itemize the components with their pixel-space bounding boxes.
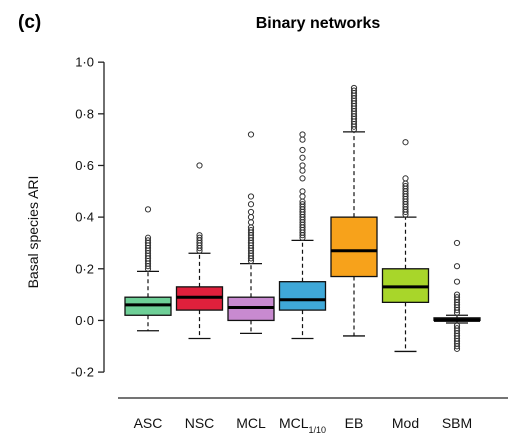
y-tick-label: 0·6	[75, 158, 94, 173]
y-tick-label: 0·2	[75, 261, 94, 276]
x-tick-label: EB	[345, 415, 364, 431]
outlier-point	[402, 175, 409, 182]
outlier-point	[247, 201, 255, 208]
outlier-point	[402, 139, 409, 146]
x-tick-label: SBM	[442, 415, 472, 431]
y-tick-label: 0·4	[75, 210, 94, 225]
outlier-point	[299, 154, 306, 161]
outlier-point	[196, 234, 203, 241]
outlier-point	[247, 214, 255, 221]
y-tick-label: 0·0	[75, 313, 94, 328]
outlier-point	[247, 131, 255, 138]
outlier-point	[350, 84, 358, 92]
x-tick-label: MCL1/10	[279, 415, 326, 435]
outlier-point	[402, 183, 409, 190]
outlier-point	[299, 162, 306, 169]
outlier-point	[247, 219, 255, 226]
plot-area: -0·2 0·0 0·2 0·4 0·6 0·8 1·0 ASC NSC MCL MCL1/10 EB…	[71, 55, 508, 435]
outlier-point	[453, 291, 461, 298]
y-tick-label: 0·8	[75, 106, 94, 121]
outlier-point	[350, 87, 358, 94]
outlier-point	[144, 206, 152, 213]
x-tick-label: MCL	[236, 415, 266, 431]
outlier-point	[453, 325, 461, 332]
x-tick-label: NSC	[185, 415, 215, 431]
outlier-point	[453, 278, 461, 285]
outlier-point	[299, 167, 306, 174]
outlier-point	[299, 131, 306, 138]
x-tick-label: Mod	[392, 415, 419, 431]
y-tick-label: 1·0	[75, 55, 94, 70]
outlier-point	[299, 146, 306, 154]
outlier-point	[453, 322, 461, 329]
x-tick-label: ASC	[134, 415, 163, 431]
outlier-point	[196, 162, 203, 169]
box-mcl-sub	[278, 281, 327, 311]
chart-title: Binary networks	[256, 15, 381, 32]
outlier-point	[247, 208, 255, 216]
outlier-point	[453, 239, 461, 247]
y-axis-label: Basal species ARI	[25, 176, 41, 289]
outlier-point	[247, 226, 255, 234]
outlier-point	[299, 201, 306, 208]
outlier-point	[453, 263, 461, 270]
outlier-point	[247, 193, 255, 200]
y-tick-label: -0·2	[71, 365, 94, 380]
outlier-point	[144, 237, 152, 244]
outlier-point	[144, 234, 152, 241]
panel-label: (c)	[18, 12, 41, 33]
outlier-point	[453, 294, 461, 301]
outlier-point	[196, 232, 203, 239]
outlier-point	[299, 136, 306, 143]
box-eb	[330, 216, 378, 278]
outlier-point	[299, 175, 306, 182]
outlier-point	[299, 193, 306, 200]
outlier-point	[299, 188, 306, 195]
